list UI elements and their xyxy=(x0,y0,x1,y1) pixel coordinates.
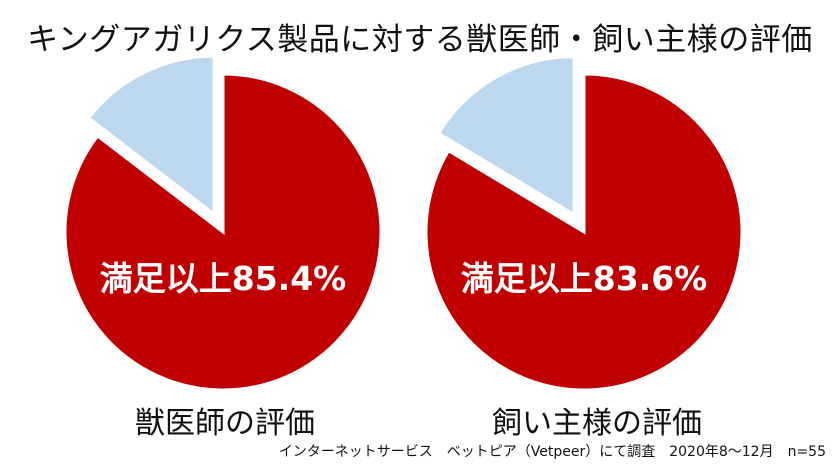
pie-caption-vet: 獣医師の評価 xyxy=(135,406,315,441)
pie-caption-owner: 飼い主様の評価 xyxy=(492,406,702,441)
pie-owner-center-label: 満足以上83.6% xyxy=(461,259,708,298)
chart-title: キングアガリクス製品に対する獣医師・飼い主様の評価 xyxy=(27,22,813,58)
pie-vet-satisfied-slice xyxy=(63,72,383,392)
pie-vet-other-slice xyxy=(86,54,216,218)
survey-footnote: インターネットサービス ベットピア（Vetpeer）にて調査 2020年8～12… xyxy=(278,444,826,460)
pie-vet-center-label: 満足以上85.4% xyxy=(100,259,347,298)
pie-owner-other-slice xyxy=(436,55,576,218)
pie-owner-satisfied-slice xyxy=(424,72,744,392)
